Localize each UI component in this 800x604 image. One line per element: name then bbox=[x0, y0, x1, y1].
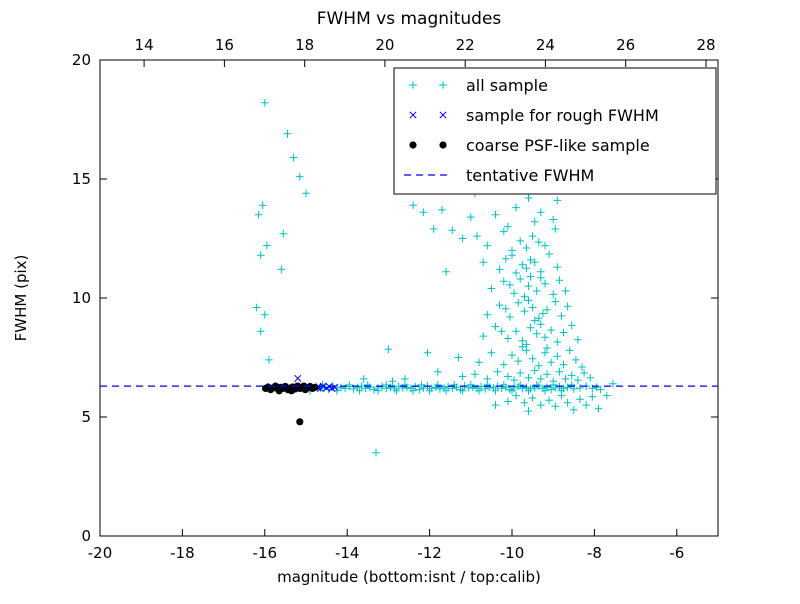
legend-entry-tentative-fwhm: tentative FWHM bbox=[404, 166, 594, 185]
y-tick-label: 5 bbox=[81, 408, 91, 426]
legend-entry-all-sample: all sample bbox=[409, 76, 548, 95]
data-series bbox=[100, 99, 718, 457]
x-top-tick-label: 22 bbox=[456, 36, 475, 54]
legend-circle-sample bbox=[439, 141, 447, 149]
y-tick-label: 20 bbox=[72, 51, 91, 69]
x-bottom-tick-label: -20 bbox=[88, 544, 113, 562]
axis-ticks: -20 -18 -16 -14 -12 -10 -8 -6 14 16 18 20 22 24 26 28 0 5… bbox=[72, 36, 718, 562]
legend: all sample sample for rough FWHM coarse PS… bbox=[393, 67, 717, 195]
x-top-tick-label: 18 bbox=[295, 36, 314, 54]
y-tick-label: 15 bbox=[72, 170, 91, 188]
x-top-tick-label: 26 bbox=[616, 36, 635, 54]
legend-x-sample bbox=[409, 111, 447, 119]
legend-circle-sample bbox=[409, 141, 417, 149]
x-bottom-tick-label: -10 bbox=[500, 544, 525, 562]
legend-entry-sample-for-rough-fwhm: sample for rough FWHM bbox=[409, 106, 659, 125]
y-axis-label: FWHM (pix) bbox=[12, 255, 30, 342]
y-tick-label: 0 bbox=[81, 527, 91, 545]
y-tick-label: 10 bbox=[72, 289, 91, 307]
legend-label-coarse-psf-like-sample: coarse PSF-like sample bbox=[466, 136, 650, 155]
x-bottom-tick-label: -8 bbox=[587, 544, 602, 562]
x-bottom-tick-label: -16 bbox=[253, 544, 278, 562]
psf-sample-point bbox=[296, 418, 304, 426]
legend-plus-sample bbox=[409, 81, 447, 89]
x-top-tick-label: 24 bbox=[536, 36, 555, 54]
legend-box bbox=[393, 67, 717, 195]
psf-sample-point bbox=[288, 387, 296, 395]
chart-title: FWHM vs magnitudes bbox=[317, 9, 502, 29]
x-bottom-tick-label: -18 bbox=[170, 544, 195, 562]
x-top-tick-label: 16 bbox=[215, 36, 234, 54]
legend-entry-coarse-psf-like-sample: coarse PSF-like sample bbox=[409, 136, 650, 155]
x-top-tick-label: 20 bbox=[375, 36, 394, 54]
x-bottom-tick-label: -12 bbox=[417, 544, 442, 562]
x-top-tick-label: 28 bbox=[696, 36, 715, 54]
legend-label-sample-for-rough-fwhm: sample for rough FWHM bbox=[466, 106, 659, 125]
x-top-tick-label: 14 bbox=[135, 36, 154, 54]
legend-label-tentative-fwhm: tentative FWHM bbox=[466, 166, 594, 185]
psf-sample-point bbox=[300, 382, 308, 390]
x-bottom-tick-label: -6 bbox=[669, 544, 684, 562]
psf-sample-point bbox=[275, 387, 283, 395]
legend-label-all-sample: all sample bbox=[466, 76, 548, 95]
x-axis-label: magnitude (bottom:isnt / top:calib) bbox=[277, 568, 541, 586]
x-bottom-tick-label: -14 bbox=[335, 544, 360, 562]
psf-sample-point bbox=[311, 383, 319, 391]
series-coarse-psf-like-sample bbox=[262, 382, 319, 426]
